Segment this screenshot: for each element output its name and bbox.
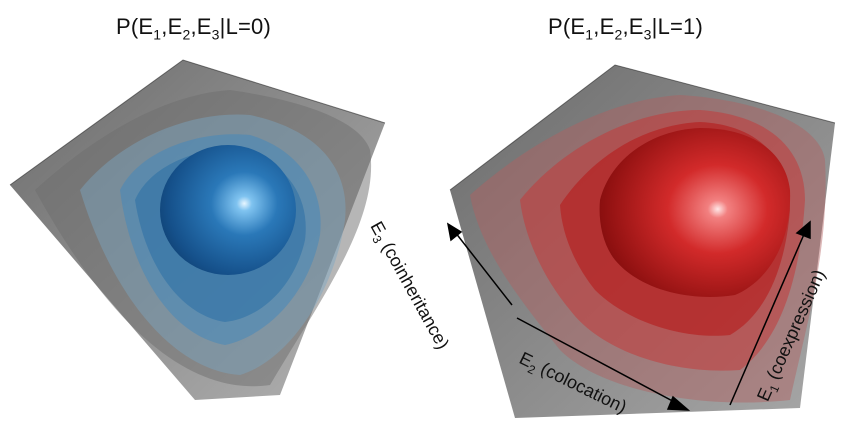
arrow-e1-head <box>795 220 811 240</box>
arrow-e2 <box>516 317 681 406</box>
title-label-1: P(E1,E2,E3|L=1) <box>548 14 704 43</box>
arrow-e3 <box>454 231 513 306</box>
arrow-e3-head <box>446 222 463 242</box>
cube-right <box>449 64 836 418</box>
cube-left <box>9 59 386 400</box>
cube-right-edges <box>449 64 836 191</box>
cube-right-core <box>599 128 791 297</box>
title-label-0: P(E1,E2,E3|L=0) <box>116 14 272 43</box>
cube-left-core <box>160 145 296 275</box>
arrow-e2-head <box>666 395 691 411</box>
cube-left-edges <box>9 59 386 186</box>
arrow-e1 <box>729 231 806 406</box>
axis-arrows <box>446 220 811 411</box>
